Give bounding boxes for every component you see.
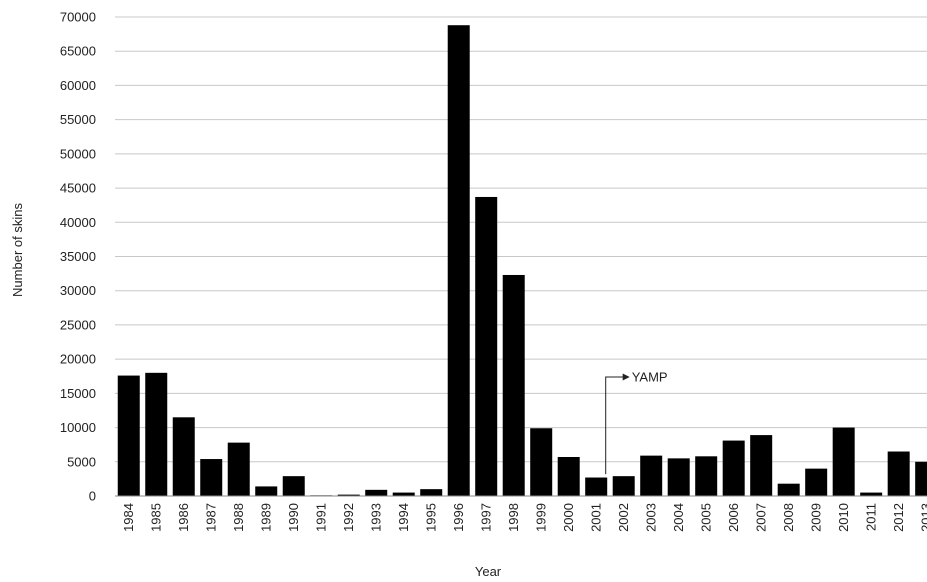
x-tick-label: 1992: [341, 503, 356, 532]
x-tick-label: 1988: [231, 503, 246, 532]
y-tick-label: 35000: [60, 249, 96, 264]
y-tick-label: 20000: [60, 352, 96, 367]
x-tick-label: 2005: [699, 503, 714, 532]
bar-1995: [420, 489, 443, 496]
bar-2005: [695, 456, 718, 496]
bar-2011: [860, 492, 883, 496]
y-tick-label: 45000: [60, 181, 96, 196]
bar-1994: [392, 492, 415, 496]
bar-2010: [832, 427, 855, 496]
x-tick-label: 2000: [561, 503, 576, 532]
y-axis-ticks: 0 5000 10000 15000 20000 25000 30000 35000 40000…: [60, 10, 96, 504]
y-tick-label: 40000: [60, 215, 96, 230]
bar-2007: [750, 435, 773, 496]
bar-1990: [282, 476, 305, 496]
bar-1987: [200, 459, 223, 496]
bar-1993: [365, 489, 388, 496]
y-tick-label: 15000: [60, 386, 96, 401]
y-tick-label: 5000: [67, 454, 96, 469]
y-tick-label: 65000: [60, 44, 96, 59]
annotation-label: YAMP: [632, 370, 668, 385]
bar-1985: [145, 372, 168, 496]
bar-1984: [117, 375, 140, 496]
y-tick-label: 10000: [60, 420, 96, 435]
y-tick-label: 60000: [60, 78, 96, 93]
x-tick-label: 1989: [259, 503, 274, 532]
x-tick-label: 2012: [891, 503, 906, 532]
bar-1986: [172, 417, 195, 496]
x-tick-label: 1987: [204, 503, 219, 532]
y-tick-label: 70000: [60, 10, 96, 25]
x-tick-label: 1985: [149, 503, 164, 532]
bar-1989: [255, 486, 278, 496]
y-tick-label: 50000: [60, 146, 96, 161]
x-tick-label: 2008: [781, 503, 796, 532]
bar-1988: [227, 442, 250, 496]
x-tick-label: 2009: [809, 503, 824, 532]
x-tick-label: 1995: [424, 503, 439, 532]
annotation-arrowhead: [622, 373, 630, 381]
y-tick-label: 25000: [60, 317, 96, 332]
bars: [117, 25, 927, 497]
bar-2013: [915, 461, 927, 496]
y-tick-label: 55000: [60, 112, 96, 127]
x-tick-label: 1984: [121, 503, 136, 532]
bar-1998: [502, 274, 525, 496]
x-axis-ticks: 1984 1985 1986 1987 1988 1989 1990 1991 1992 1993…: [121, 503, 927, 532]
bar-1997: [475, 196, 498, 496]
x-tick-label: 1990: [286, 503, 301, 532]
bar-2003: [640, 455, 663, 496]
y-tick-label: 0: [89, 489, 96, 504]
x-tick-label: 2010: [836, 503, 851, 532]
bar-1996: [447, 25, 470, 497]
x-tick-label: 2004: [671, 503, 686, 532]
x-axis-title: Year: [475, 564, 502, 579]
x-tick-label: 1993: [369, 503, 384, 532]
bar-1992: [337, 494, 360, 496]
bar-2008: [777, 483, 800, 496]
annotation: YAMP: [605, 370, 668, 475]
x-tick-label: 1991: [314, 503, 329, 532]
bar-2012: [887, 451, 910, 496]
x-tick-label: 1997: [479, 503, 494, 532]
bar-2000: [557, 456, 580, 496]
x-tick-label: 2006: [726, 503, 741, 532]
bar-2001: [585, 477, 608, 496]
bar-2002: [612, 476, 635, 496]
x-tick-label: 2001: [589, 503, 604, 532]
bar-1999: [530, 428, 553, 496]
x-tick-label: 2007: [754, 503, 769, 532]
x-tick-label: 2011: [864, 503, 879, 531]
bar-2006: [722, 440, 745, 496]
x-tick-label: 2013: [919, 503, 927, 532]
x-tick-label: 1986: [176, 503, 191, 532]
annotation-arrow-line: [605, 376, 624, 475]
y-axis-title: Number of skins: [10, 203, 25, 297]
x-tick-label: 1996: [451, 503, 466, 532]
x-tick-label: 1994: [396, 503, 411, 532]
y-tick-label: 30000: [60, 283, 96, 298]
x-tick-label: 2002: [616, 503, 631, 532]
x-tick-label: 1999: [534, 503, 549, 532]
bar-2004: [667, 458, 690, 496]
x-tick-label: 1998: [506, 503, 521, 532]
bar-2009: [805, 468, 828, 496]
x-tick-label: 2003: [644, 503, 659, 532]
